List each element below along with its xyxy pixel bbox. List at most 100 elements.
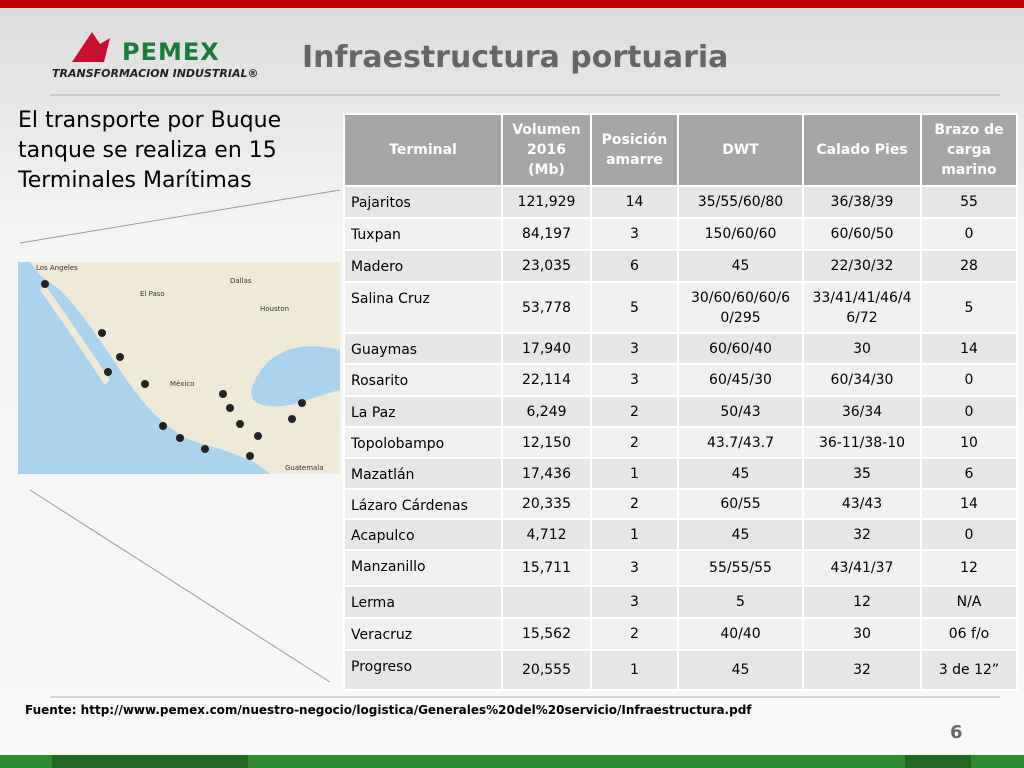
map-label: Los Angeles — [36, 264, 78, 272]
table-cell: 55/55/55 — [677, 549, 804, 587]
table-cell: 36-11/38-10 — [802, 426, 922, 459]
table-cell: 2 — [590, 617, 679, 651]
table-cell: 5 — [677, 585, 804, 619]
bottom-bar — [0, 755, 1024, 768]
table-cell: 23,035 — [501, 249, 592, 283]
table-cell: 60/60/40 — [677, 332, 804, 365]
logo-subtitle: TRANSFORMACION INDUSTRIAL® — [52, 67, 259, 80]
logo-name: PEMEX — [122, 38, 220, 66]
table-cell: 3 — [590, 217, 679, 251]
table-cell: 17,940 — [501, 332, 592, 365]
table-cell: 12,150 — [501, 426, 592, 459]
table-cell: 1 — [590, 518, 679, 551]
column-header: Volumen 2016 (Mb) — [501, 113, 592, 187]
table-cell: 3 — [590, 549, 679, 587]
table-cell: N/A — [920, 585, 1018, 619]
table-cell: 60/45/30 — [677, 363, 804, 397]
table-row: Pajaritos 121,929 14 35/55/60/80 36/38/39 55 — [343, 185, 1018, 219]
logo-icon — [72, 32, 110, 62]
table-cell: Rosarito — [343, 363, 503, 397]
table-cell: 6,249 — [501, 395, 592, 428]
land — [18, 262, 340, 474]
table-cell: 45 — [677, 249, 804, 283]
table-cell: 5 — [590, 281, 679, 334]
intro-text: El transporte por Buque tanque se realiz… — [18, 108, 282, 193]
table-cell: Madero — [343, 249, 503, 283]
table-cell: 12 — [920, 549, 1018, 587]
table-cell: 84,197 — [501, 217, 592, 251]
table-cell: 10 — [920, 426, 1018, 459]
ships — [41, 280, 306, 460]
table-cell: 5 — [920, 281, 1018, 334]
table-cell: Mazatlán — [343, 457, 503, 490]
table-cell: 3 — [590, 585, 679, 619]
table-row: Guaymas 17,940 3 60/60/40 30 14 — [343, 332, 1018, 365]
table-cell: 60/60/50 — [802, 217, 922, 251]
table-cell: 1 — [590, 457, 679, 490]
table-cell: Acapulco — [343, 518, 503, 551]
table-cell: 22,114 — [501, 363, 592, 397]
table-cell: 60/34/30 — [802, 363, 922, 397]
table-cell: 3 — [590, 332, 679, 365]
table-cell: 0 — [920, 363, 1018, 397]
table-cell: 0 — [920, 395, 1018, 428]
table-cell: 55 — [920, 185, 1018, 219]
table-cell: 40/40 — [677, 617, 804, 651]
map-label: El Paso — [140, 290, 165, 298]
column-header: Posición amarre — [590, 113, 679, 187]
column-header: DWT — [677, 113, 804, 187]
table-cell: 36/38/39 — [802, 185, 922, 219]
table-cell: 20,335 — [501, 488, 592, 520]
baja — [40, 285, 110, 385]
map-label: México — [170, 380, 195, 388]
table-row: Mazatlán 17,436 1 45 35 6 — [343, 457, 1018, 490]
table-cell: Progreso — [343, 649, 503, 691]
table-cell: Manzanillo — [343, 549, 503, 587]
table-cell: 28 — [920, 249, 1018, 283]
table-cell: La Paz — [343, 395, 503, 428]
table-cell: 30 — [802, 332, 922, 365]
column-header: Terminal — [343, 113, 503, 187]
table-row: Salina Cruz 53,778 5 30/60/60/60/60/295 33/4… — [343, 281, 1018, 334]
connector — [19, 189, 341, 244]
table-cell: 2 — [590, 395, 679, 428]
table-row: La Paz 6,249 2 50/43 36/34 0 — [343, 395, 1018, 428]
table-row: Veracruz 15,562 2 40/40 30 06 f/o — [343, 617, 1018, 651]
table-row: Lerma 3 5 12 N/A — [343, 585, 1018, 619]
table-cell: 12 — [802, 585, 922, 619]
table-cell: Lázaro Cárdenas — [343, 488, 503, 520]
map-label: Houston — [260, 305, 290, 313]
table-cell: 1 — [590, 649, 679, 691]
yucatan — [290, 395, 340, 474]
table-cell: 45 — [677, 518, 804, 551]
map-label: Dallas — [230, 277, 252, 285]
table-row: Tuxpan 84,197 3 150/60/60 60/60/50 0 — [343, 217, 1018, 251]
table-cell: 30 — [802, 617, 922, 651]
ports-table: Terminal Volumen 2016 (Mb) Posición amarre… — [343, 113, 1018, 691]
table-cell: 17,436 — [501, 457, 592, 490]
table-cell: Tuxpan — [343, 217, 503, 251]
table-cell: 14 — [920, 488, 1018, 520]
table-cell: 0 — [920, 217, 1018, 251]
table-cell: 06 f/o — [920, 617, 1018, 651]
table-row: Manzanillo 15,711 3 55/55/55 43/41/37 12 — [343, 549, 1018, 587]
table-cell: 15,711 — [501, 549, 592, 587]
header-row: Terminal Volumen 2016 (Mb) Posición amarre… — [343, 113, 1018, 187]
table-row: Topolobampo 12,150 2 43.7/43.7 36-11/38-10 10 — [343, 426, 1018, 459]
table-cell: Salina Cruz — [343, 281, 503, 334]
table-cell: 35 — [802, 457, 922, 490]
connector — [29, 489, 331, 683]
table-cell: 35/55/60/80 — [677, 185, 804, 219]
table-row: Acapulco 4,712 1 45 32 0 — [343, 518, 1018, 551]
column-header: Brazo de carga marino — [920, 113, 1018, 187]
table-cell: 32 — [802, 649, 922, 691]
table-cell: 2 — [590, 488, 679, 520]
table-cell: Topolobampo — [343, 426, 503, 459]
table-cell: 4,712 — [501, 518, 592, 551]
top-bar — [0, 0, 1024, 8]
slide-title: Infraestructura portuaria — [302, 40, 729, 75]
table-row: Madero 23,035 6 45 22/30/32 28 — [343, 249, 1018, 283]
table-cell: 33/41/41/46/46/72 — [802, 281, 922, 334]
table-cell: 3 — [590, 363, 679, 397]
